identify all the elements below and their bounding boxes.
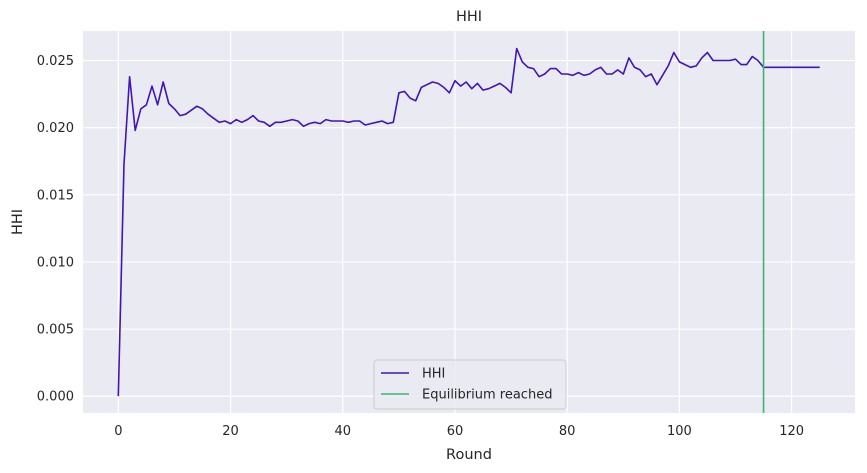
y-tick-labels: 0.000 0.005 0.010 0.015 0.020 0.025 bbox=[37, 54, 74, 405]
x-tick-label: 0 bbox=[114, 424, 122, 439]
x-tick-label: 40 bbox=[334, 424, 351, 439]
x-tick-label: 60 bbox=[447, 424, 464, 439]
y-gridlines bbox=[83, 59, 855, 397]
y-tick-label: 0.025 bbox=[37, 54, 74, 69]
legend-box bbox=[373, 359, 567, 410]
x-tick-label: 20 bbox=[222, 424, 239, 439]
hhi-series-line bbox=[117, 47, 820, 397]
x-gridlines bbox=[117, 31, 793, 413]
plot-area bbox=[83, 31, 855, 413]
y-tick-label: 0.000 bbox=[37, 390, 74, 405]
x-axis-label: Round bbox=[446, 447, 492, 463]
legend-label-equilibrium: Equilibrium reached bbox=[422, 388, 552, 403]
x-tick-labels: 0 20 40 60 80 100 120 bbox=[114, 424, 804, 439]
y-tick-label: 0.020 bbox=[37, 121, 74, 136]
x-tick-label: 120 bbox=[779, 424, 804, 439]
y-axis-label: HHI bbox=[10, 209, 26, 235]
legend: HHI Equilibrium reached bbox=[373, 359, 567, 410]
x-tick-label: 100 bbox=[667, 424, 692, 439]
x-tick-label: 80 bbox=[559, 424, 576, 439]
y-tick-label: 0.010 bbox=[37, 255, 74, 270]
series-layer bbox=[117, 31, 820, 413]
y-tick-label: 0.005 bbox=[37, 323, 74, 338]
legend-label-hhi: HHI bbox=[422, 367, 445, 382]
y-tick-label: 0.015 bbox=[37, 188, 74, 203]
chart-title: HHI bbox=[456, 9, 482, 25]
